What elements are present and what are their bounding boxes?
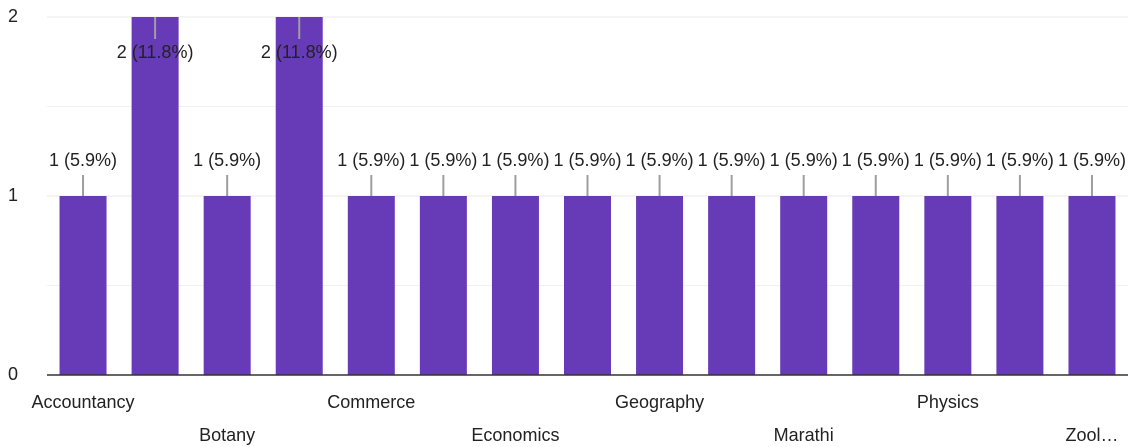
y-tick-label: 0 (8, 364, 18, 384)
y-tick-label: 2 (8, 6, 18, 26)
bar (203, 196, 251, 375)
x-tick-label: Geography (615, 392, 704, 412)
value-label: 1 (5.9%) (481, 150, 549, 170)
value-label: 1 (5.9%) (409, 150, 477, 170)
bar (59, 196, 107, 375)
x-tick-label: Economics (471, 425, 559, 445)
x-tick-label: Physics (917, 392, 979, 412)
bar (996, 196, 1044, 375)
x-tick-label: Commerce (327, 392, 415, 412)
value-label: 2 (11.8%) (117, 42, 194, 62)
y-tick-label: 1 (8, 185, 18, 205)
bar (347, 196, 395, 375)
bar (275, 17, 323, 375)
x-tick-label: Accountancy (32, 392, 135, 412)
bar (924, 196, 972, 375)
value-label: 1 (5.9%) (986, 150, 1054, 170)
x-tick-label: Zool… (1065, 425, 1118, 445)
value-label: 1 (5.9%) (698, 150, 766, 170)
value-label: 1 (5.9%) (770, 150, 838, 170)
value-label: 1 (5.9%) (914, 150, 982, 170)
bar (131, 17, 179, 375)
value-label: 1 (5.9%) (1058, 150, 1126, 170)
bar (708, 196, 756, 375)
bar (780, 196, 828, 375)
bar (852, 196, 900, 375)
value-label: 2 (11.8%) (261, 42, 338, 62)
value-label: 1 (5.9%) (337, 150, 405, 170)
bar (1068, 196, 1116, 375)
bar (419, 196, 467, 375)
value-label: 1 (5.9%) (626, 150, 694, 170)
x-tick-label: Botany (199, 425, 255, 445)
value-label: 1 (5.9%) (842, 150, 910, 170)
bar (564, 196, 611, 375)
x-tick-label: Marathi (774, 425, 834, 445)
bar (636, 196, 684, 375)
bar (491, 196, 539, 375)
value-label: 1 (5.9%) (193, 150, 261, 170)
value-label: 1 (5.9%) (49, 150, 117, 170)
value-label: 1 (5.9%) (553, 150, 621, 170)
